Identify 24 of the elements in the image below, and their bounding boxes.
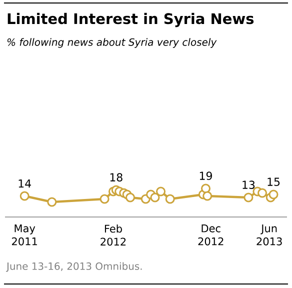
point (258, 188, 268, 198)
point (150, 192, 160, 202)
point (202, 191, 212, 201)
data-label: 14 (18, 179, 31, 188)
chart-title: Limited Interest in Syria News (8, 12, 254, 28)
data-label: 18 (110, 173, 122, 182)
data-label: 19 (200, 172, 212, 180)
point (156, 186, 166, 196)
point (165, 194, 175, 204)
point (268, 190, 278, 200)
data-label: 13 (242, 180, 255, 189)
x-tick-label: Feb 2012 (100, 224, 126, 246)
point (100, 194, 110, 204)
point (20, 191, 30, 201)
x-tick-label: Jun 2013 (256, 224, 282, 246)
point (244, 192, 254, 202)
x-tick-label: May 2011 (12, 224, 37, 246)
point (200, 184, 210, 194)
text: June 13-16, 2013 Omnibus. (6, 262, 142, 272)
chart-subtitle: % following news about Syria very closely (7, 38, 217, 48)
data-label: 15 (268, 178, 280, 186)
x-tick-label: Dec 2012 (198, 224, 224, 246)
point (47, 197, 57, 207)
point (126, 192, 136, 202)
